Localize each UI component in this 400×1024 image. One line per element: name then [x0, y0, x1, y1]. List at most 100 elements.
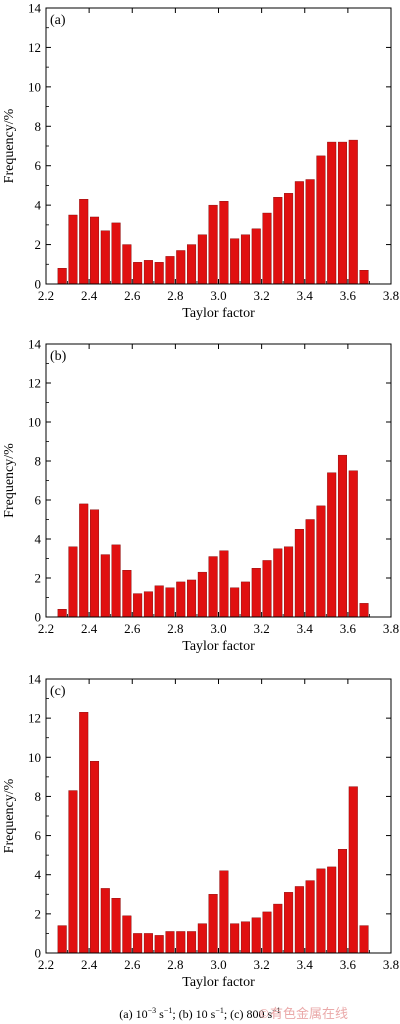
- panel-a-bar: [79, 199, 89, 285]
- panel-a-bar: [359, 270, 369, 285]
- panel-b-ytick-label: 0: [35, 610, 42, 625]
- panel-b-xtick-label: 3.0: [210, 621, 226, 636]
- panel-a-xtick-label: 2.6: [124, 288, 141, 303]
- panel-b-bar: [251, 568, 261, 618]
- panel-b-ytick-label: 4: [35, 532, 42, 547]
- panel-b-bar: [79, 503, 89, 618]
- panel-b-ytick-label: 2: [35, 571, 42, 586]
- panel-b-xtick-label: 3.4: [297, 621, 314, 636]
- panel-c-bar: [251, 917, 261, 954]
- panel-c-x-axis-label: Taylor factor: [182, 975, 255, 990]
- panel-b-bar: [262, 560, 272, 618]
- caption-a: (a) 10: [119, 1007, 148, 1021]
- panel-a-bar: [187, 244, 197, 285]
- panel-a-bar: [316, 155, 326, 285]
- caption-c: ; (c) 800 s: [223, 1007, 273, 1021]
- caption-a-exp: −3: [147, 1006, 157, 1015]
- panel-a-bar: [197, 234, 207, 285]
- panel-c-bar: [294, 886, 304, 954]
- panel-a-xtick-label: 2.4: [81, 288, 98, 303]
- panel-c-bar: [230, 923, 240, 954]
- panel-a-ytick-label: 8: [35, 119, 42, 134]
- panel-a-bar: [122, 244, 132, 285]
- panel-b-xtick-label: 2.6: [124, 621, 141, 636]
- panel-c-bar: [133, 933, 143, 954]
- panel-c-xtick-label: 2.8: [167, 957, 183, 972]
- panel-c-bar: [262, 911, 272, 954]
- panel-b-ytick-label: 8: [35, 454, 42, 469]
- panel-c-bar: [337, 849, 348, 954]
- panel-c-bar: [240, 921, 250, 954]
- panel-a-ytick-label: 10: [28, 79, 41, 94]
- panel-a-ytick-label: 2: [35, 237, 42, 252]
- panel-a-bar: [251, 228, 261, 285]
- panel-c-xtick-label: 3.4: [297, 957, 314, 972]
- panel-a-bar: [143, 260, 153, 285]
- panel-a-bar: [89, 216, 100, 285]
- panel-a-bar: [327, 141, 337, 285]
- panel-a-bar: [176, 250, 186, 285]
- panel-b-xtick-label: 2.4: [81, 621, 98, 636]
- panel-b-bar: [348, 470, 358, 618]
- panel-a-xtick-label: 3.6: [340, 288, 357, 303]
- panel-b-bar: [327, 472, 337, 618]
- panel-a-bar: [348, 139, 358, 285]
- panel-a-xtick-label: 3.8: [383, 288, 399, 303]
- panel-a-bar: [57, 268, 67, 285]
- panel-a-ytick-label: 12: [28, 40, 41, 55]
- panel-a-xtick-label: 3.4: [297, 288, 314, 303]
- panel-a-bar: [208, 204, 218, 285]
- panel-a-bar: [154, 262, 164, 285]
- panel-c-bar: [316, 868, 326, 954]
- panel-c-bar: [165, 931, 175, 954]
- panel-b-bar: [176, 581, 186, 618]
- panel-a-label: (a): [50, 13, 66, 28]
- panel-b-bar: [294, 529, 304, 618]
- panel-a-ytick-label: 6: [35, 158, 42, 173]
- panel-a-x-axis-label: Taylor factor: [182, 306, 255, 321]
- panel-c-xtick-label: 3.2: [254, 957, 270, 972]
- panel-c-bar: [68, 790, 78, 954]
- caption-b-exp: −1: [215, 1006, 224, 1015]
- panel-a-bar: [294, 181, 304, 285]
- panel-a-bar: [273, 197, 283, 285]
- panel-c-bar: [79, 712, 89, 954]
- panel-b-bar: [133, 593, 143, 618]
- panel-b-xtick-label: 3.8: [383, 621, 399, 636]
- panel-b-bar: [89, 509, 100, 618]
- panel-b-ytick-label: 10: [28, 415, 41, 430]
- panel-c-ytick-label: 4: [35, 867, 42, 882]
- panel-a-bar: [68, 214, 78, 285]
- panel-a-bar: [165, 256, 175, 285]
- panel-c-ytick-label: 0: [35, 946, 42, 961]
- panel-b-bar: [165, 587, 175, 618]
- watermark: ©有色金属在线: [258, 1003, 348, 1022]
- panel-c-bar: [57, 925, 67, 954]
- panel-c-xtick-label: 2.6: [124, 957, 141, 972]
- panel-a-bar: [305, 179, 315, 285]
- panel-a-bar: [111, 222, 121, 285]
- figure-caption: (a) 10−3 s−1; (b) 10 s−1; (c) 800 s−1: [0, 1001, 400, 1021]
- panel-c-ytick-label: 12: [28, 711, 41, 726]
- panel-a-bar: [262, 212, 272, 285]
- panel-b-y-axis-label: Frequency/%: [2, 443, 17, 518]
- panel-a-ytick-label: 14: [28, 1, 42, 16]
- panel-b-bar: [111, 544, 121, 618]
- panel-c-xtick-label: 2.2: [38, 957, 54, 972]
- panel-b-bar: [316, 505, 326, 618]
- panel-a-bar: [240, 234, 250, 285]
- panel-b-bar: [197, 571, 207, 618]
- panel-a-ytick-label: 4: [35, 198, 42, 213]
- panel-a-bar: [284, 193, 294, 285]
- panel-a-xtick-label: 2.2: [38, 288, 54, 303]
- panel-b-bar: [154, 585, 164, 618]
- panel-b-bar: [359, 603, 369, 618]
- panel-c-bar: [111, 898, 121, 954]
- panel-a-xtick-label: 3.0: [210, 288, 226, 303]
- taylor-factor-histograms: 2.2 2.4 2.6 2.8 3.0 3.2 3.4 3.6 3.8 0 2 4 6 8 10 12 14 Ta…: [2, 1, 399, 991]
- panel-b-ytick-label: 6: [35, 493, 42, 508]
- panel-c-bar: [122, 915, 132, 954]
- panel-c-bar: [348, 786, 358, 954]
- panel-a-bar: [337, 141, 348, 285]
- panel-c-ytick-label: 10: [28, 750, 41, 765]
